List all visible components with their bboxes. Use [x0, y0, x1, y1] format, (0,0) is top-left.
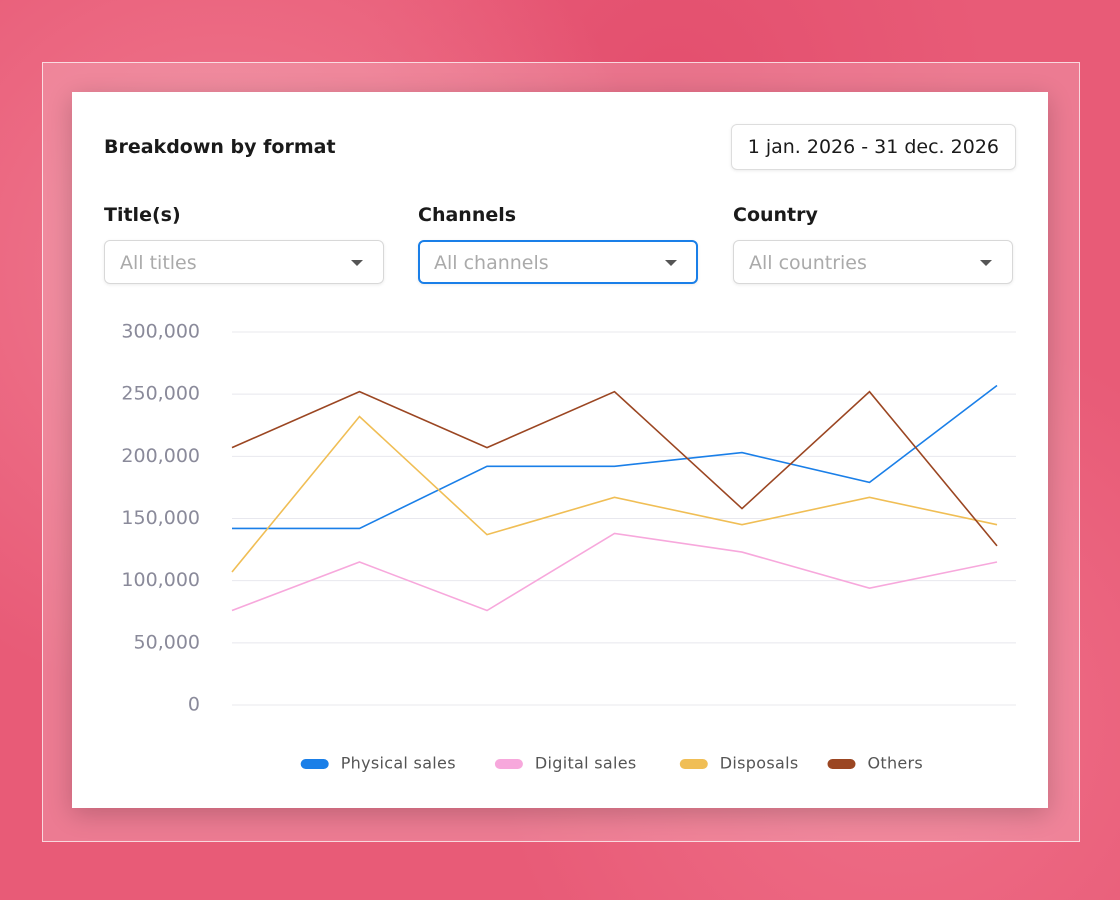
placeholder: All titles — [120, 252, 197, 274]
legend-swatch — [827, 759, 856, 769]
dropdown[interactable]: All titles — [104, 240, 384, 284]
y-tick-label: 100,000 — [121, 569, 200, 591]
y-tick-label: 150,000 — [121, 507, 200, 529]
placeholder: All channels — [434, 252, 549, 274]
series-line — [231, 390, 998, 547]
legend-swatch — [679, 759, 708, 769]
filter-label: Country — [733, 204, 818, 226]
card: Breakdown by format 1 jan. 2026 - 31 dec… — [72, 92, 1048, 808]
y-tick-label: 200,000 — [121, 445, 200, 467]
filter-label: Title(s) — [104, 204, 181, 226]
caret — [665, 260, 677, 266]
y-tick-label: 0 — [188, 694, 200, 716]
caret — [980, 260, 992, 266]
y-tick-label: 300,000 — [121, 321, 200, 343]
y-tick-label: 50,000 — [134, 631, 200, 653]
placeholder: All countries — [749, 252, 867, 274]
dropdown[interactable]: All channels — [418, 240, 698, 284]
dropdown[interactable]: All countries — [733, 240, 1013, 284]
legend-swatch — [300, 759, 329, 769]
card-title: Breakdown by format — [104, 136, 336, 158]
y-tick-label: 250,000 — [121, 383, 200, 405]
series-line — [231, 415, 998, 573]
filter-label: Channels — [418, 204, 517, 226]
series-line — [231, 532, 998, 612]
legend-swatch — [494, 759, 523, 769]
series-line — [232, 384, 998, 530]
date-range[interactable]: 1 jan. 2026 - 31 dec. 2026 — [730, 124, 1016, 170]
legend-label: Physical sales — [341, 754, 456, 773]
caret — [351, 260, 363, 266]
legend-label: Disposals — [720, 754, 799, 773]
legend-label: Others — [868, 754, 924, 773]
legend-label: Digital sales — [535, 754, 637, 773]
